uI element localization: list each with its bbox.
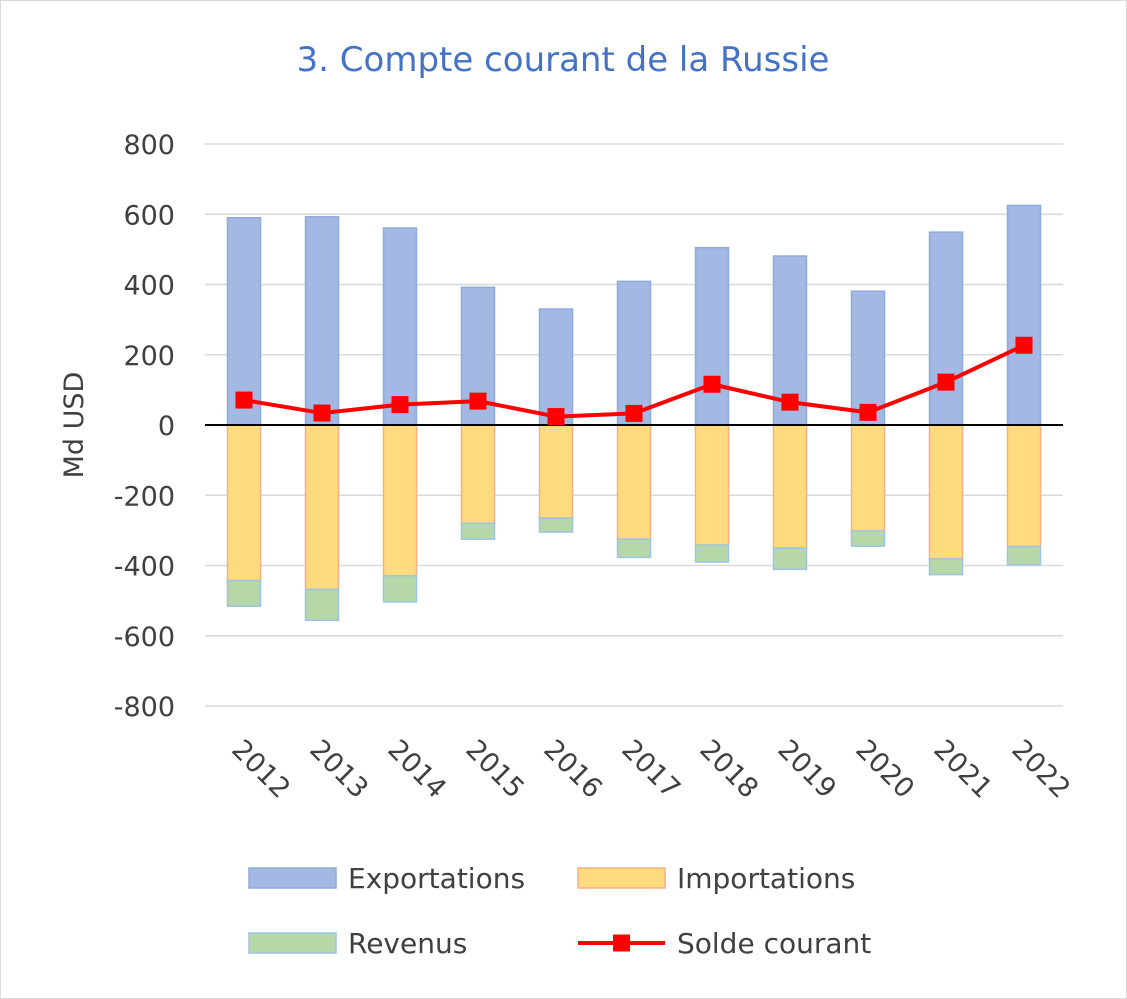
- y-tick-label: 200: [123, 341, 175, 372]
- x-tick-label: 2012: [225, 734, 296, 805]
- bar-exportations: [694, 246, 730, 426]
- point-solde-courant: [625, 404, 643, 422]
- point-solde-courant: [703, 375, 721, 393]
- bar-exportations: [928, 231, 964, 426]
- point-solde-courant: [781, 393, 799, 411]
- legend-label: Importations: [677, 862, 855, 895]
- bar-revenus: [850, 530, 886, 547]
- bars: [226, 204, 1042, 622]
- x-tick-label: 2022: [1005, 734, 1076, 805]
- bar-importations: [850, 424, 886, 532]
- point-solde-courant: [391, 396, 409, 414]
- y-tick-label: -400: [114, 552, 175, 583]
- point-solde-courant: [1015, 336, 1033, 354]
- bar-revenus: [538, 517, 574, 533]
- x-tick-labels: 2012 2013 2014 2015 2016 2017 2018 2019 2020 2021…: [225, 734, 1076, 805]
- legend-swatch: [248, 932, 337, 954]
- legend-item: Importations: [577, 862, 855, 895]
- bar-revenus: [382, 574, 418, 603]
- legend-item: Revenus: [248, 927, 467, 960]
- bar-exportations: [616, 280, 652, 426]
- y-tick-label: -200: [114, 481, 175, 512]
- x-tick-label: 2017: [615, 734, 686, 805]
- bar-importations: [694, 424, 730, 546]
- x-tick-label: 2018: [693, 734, 764, 805]
- chart-title: 3. Compte courant de la Russie: [297, 40, 830, 80]
- bar-revenus: [226, 579, 262, 607]
- line-series: [235, 336, 1033, 426]
- legend-swatch: [577, 867, 666, 889]
- x-tick-label: 2014: [381, 734, 452, 805]
- legend-label: Revenus: [348, 927, 467, 960]
- y-tick-label: -600: [114, 622, 175, 653]
- bar-importations: [382, 424, 418, 577]
- point-solde-courant: [859, 403, 877, 421]
- bar-revenus: [928, 558, 964, 576]
- point-solde-courant: [469, 392, 487, 410]
- bar-importations: [304, 424, 340, 591]
- point-solde-courant: [313, 404, 331, 422]
- x-tick-label: 2015: [459, 734, 530, 805]
- bar-revenus: [616, 538, 652, 559]
- bar-revenus: [1006, 545, 1042, 566]
- y-tick-label: 400: [123, 271, 175, 302]
- x-tick-label: 2016: [537, 734, 608, 805]
- bar-exportations: [382, 227, 418, 426]
- legend-label: Solde courant: [677, 927, 871, 960]
- bar-revenus: [694, 544, 730, 563]
- bar-importations: [538, 424, 574, 519]
- legend-marker: [613, 934, 630, 952]
- bar-exportations: [850, 290, 886, 426]
- legend-item: Solde courant: [578, 927, 871, 960]
- legend: Exportations Importations Revenus Solde cou…: [248, 862, 871, 960]
- bar-importations: [772, 424, 808, 549]
- y-tick-label: 800: [123, 130, 175, 161]
- bar-exportations: [304, 215, 340, 426]
- bar-importations: [928, 424, 964, 560]
- bar-revenus: [772, 547, 808, 571]
- y-tick-label: 0: [158, 411, 175, 442]
- bar-exportations: [1006, 204, 1042, 426]
- bar-revenus: [460, 522, 496, 540]
- legend-label: Exportations: [348, 862, 525, 895]
- x-tick-label: 2013: [303, 734, 374, 805]
- point-solde-courant: [937, 373, 955, 391]
- y-axis-title: Md USD: [59, 372, 90, 479]
- legend-item: Exportations: [248, 862, 525, 895]
- x-tick-label: 2020: [849, 734, 920, 805]
- bar-importations: [1006, 424, 1042, 548]
- y-tick-labels: 800 600 400 200 0 -200 -400 -600 -800: [114, 130, 175, 723]
- y-tick-label: 600: [123, 200, 175, 231]
- bar-importations: [226, 424, 262, 582]
- point-solde-courant: [547, 408, 565, 426]
- bar-importations: [460, 424, 496, 525]
- x-tick-label: 2019: [771, 734, 842, 805]
- legend-swatch: [248, 867, 337, 889]
- x-tick-label: 2021: [927, 734, 998, 805]
- point-solde-courant: [235, 391, 253, 409]
- bar-importations: [616, 424, 652, 540]
- bar-revenus: [304, 588, 340, 622]
- bar-exportations: [538, 308, 574, 426]
- y-tick-label: -800: [114, 692, 175, 723]
